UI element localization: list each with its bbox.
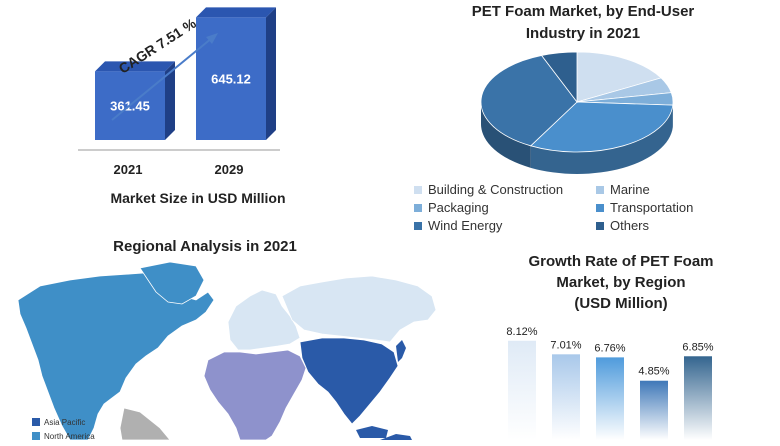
legend-swatch bbox=[414, 204, 422, 212]
growth-bar-2 bbox=[552, 354, 580, 440]
market-size-value-label: 645.12 bbox=[211, 72, 251, 87]
growth-rate-chart: Growth Rate of PET Foam Market, by Regio… bbox=[506, 253, 713, 440]
legend-swatch bbox=[596, 186, 604, 194]
legend-item-others: Others bbox=[610, 218, 649, 233]
growth-bar-4 bbox=[640, 381, 668, 440]
map-legend-asia-pacific: Asia Pacific bbox=[32, 418, 95, 432]
legend-label: Building & Construction bbox=[428, 182, 563, 197]
growth-value-label: 8.12% bbox=[506, 326, 537, 338]
growth-value-label: 7.01% bbox=[550, 339, 581, 351]
south-america-region bbox=[120, 408, 170, 440]
legend-swatch bbox=[414, 222, 422, 230]
legend-label: Marine bbox=[610, 182, 650, 197]
market-size-year-2029: 2029 bbox=[215, 162, 244, 177]
indonesia-region bbox=[356, 426, 388, 438]
north-asia-region bbox=[282, 276, 436, 342]
market-size-year-2021: 2021 bbox=[114, 162, 143, 177]
end-user-pie-chart: PET Foam Market, by End-User Industry in… bbox=[472, 3, 695, 174]
legend-item-transportation: Transportation bbox=[610, 200, 693, 215]
growth-title-line2: Market, by Region bbox=[556, 274, 685, 291]
legend-item-packaging: Packaging bbox=[428, 200, 489, 215]
market-size-caption: Market Size in USD Million bbox=[110, 190, 285, 206]
growth-title-line1: Growth Rate of PET Foam bbox=[528, 253, 713, 270]
market-size-bar-2029: 645.12 bbox=[196, 7, 276, 140]
pie-title-line2: Industry in 2021 bbox=[526, 25, 640, 42]
pie-slices bbox=[481, 52, 673, 174]
world-map bbox=[18, 262, 436, 440]
market-size-chart: 361.45645.12 CAGR 7.51 % 2021 2029 Marke… bbox=[78, 7, 286, 206]
growth-bar-5 bbox=[684, 356, 712, 440]
growth-value-label: 6.85% bbox=[682, 341, 713, 353]
asia-pacific-region bbox=[300, 338, 398, 424]
map-legend-north-america: North America bbox=[32, 432, 95, 446]
bar-side-face bbox=[266, 7, 276, 140]
pie-title-line1: PET Foam Market, by End-User bbox=[472, 3, 695, 20]
legend-swatch bbox=[596, 204, 604, 212]
map-legend-swatch bbox=[32, 418, 40, 426]
middle-east-africa-region bbox=[204, 350, 306, 440]
legend-swatch bbox=[596, 222, 604, 230]
map-legend: Asia Pacific North America bbox=[32, 418, 95, 446]
regional-map: Regional Analysis in 2021 bbox=[18, 238, 436, 440]
growth-bar-1 bbox=[508, 341, 536, 440]
legend-label: Transportation bbox=[610, 200, 693, 215]
legend-label: Packaging bbox=[428, 200, 489, 215]
growth-bar-3 bbox=[596, 357, 624, 440]
legend-item-wind-energy: Wind Energy bbox=[428, 218, 502, 233]
region-map-title: Regional Analysis in 2021 bbox=[113, 238, 297, 255]
growth-value-label: 4.85% bbox=[638, 366, 669, 378]
growth-title-line3: (USD Million) bbox=[574, 295, 667, 312]
legend-label: Wind Energy bbox=[428, 218, 502, 233]
map-legend-label: Asia Pacific bbox=[44, 418, 85, 427]
growth-bars: 8.12% 7.01% 6.76% 4.85% 6.85% bbox=[506, 326, 713, 440]
legend-item-marine: Marine bbox=[610, 182, 650, 197]
japan-region bbox=[396, 340, 406, 362]
legend-swatch bbox=[414, 186, 422, 194]
map-legend-swatch bbox=[32, 432, 40, 440]
bar-top-face bbox=[196, 7, 276, 17]
growth-value-label: 6.76% bbox=[594, 342, 625, 354]
legend-item-building-construction: Building & Construction bbox=[428, 182, 563, 197]
legend-label: Others bbox=[610, 218, 649, 233]
